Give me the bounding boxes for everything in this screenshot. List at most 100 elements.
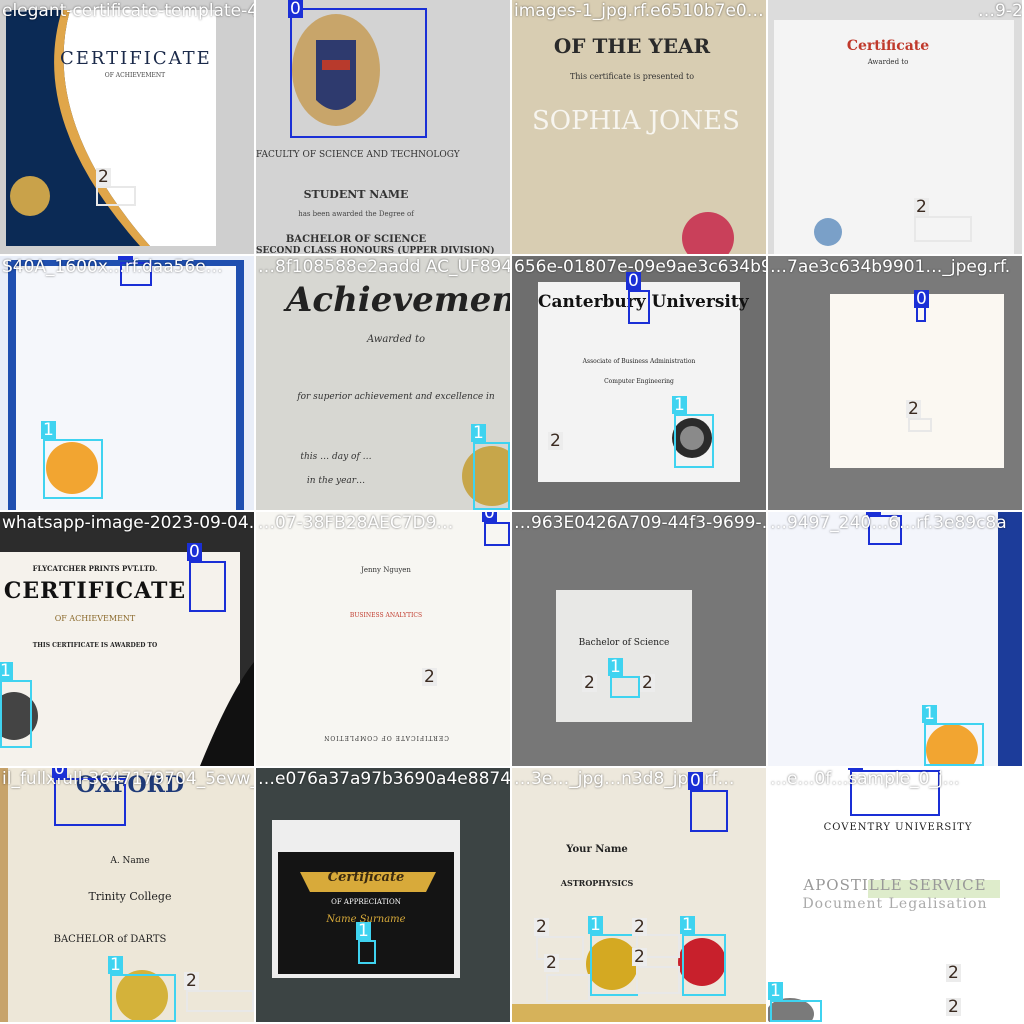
grid-tile-11[interactable]: Bachelor of Science …963E0426A709-44f3-9… [512, 512, 766, 766]
detection-box-class-0[interactable] [850, 770, 940, 816]
detection-label: 1 [588, 915, 603, 935]
detection-label: 0 [288, 0, 303, 19]
cert-faculty: FACULTY OF SCIENCE AND TECHNOLOGY [256, 150, 460, 160]
detection-label: 0 [118, 256, 133, 260]
cert-sub: Associate of Business Administration [582, 358, 696, 365]
detection-box-class-2[interactable] [636, 966, 680, 994]
detection-box-class-1[interactable] [590, 934, 638, 996]
grid-tile-13[interactable]: OXFORD A. Name Trinity College BACHELOR … [0, 768, 254, 1022]
detection-label: 2 [544, 953, 559, 973]
detection-box-class-1[interactable] [0, 680, 32, 748]
grid-tile-8[interactable]: …7ae3c634b9901…_jpeg.rf. 0 2 [768, 256, 1022, 510]
detection-box-class-0[interactable] [868, 515, 902, 545]
detection-box-class-1[interactable] [770, 1000, 822, 1022]
cert-sub: OF ACHIEVEMENT [54, 614, 136, 623]
detection-box-class-1[interactable] [43, 439, 103, 499]
detection-label: 1 [0, 661, 13, 681]
detection-label: 0 [866, 512, 881, 515]
detection-box-class-1[interactable] [358, 940, 376, 964]
tile-image [0, 256, 254, 510]
tile-filename: elegant-certificate-template-46f7a0ea8-4… [2, 1, 254, 21]
detection-box-class-0[interactable] [484, 522, 510, 546]
detection-box-class-0[interactable] [628, 290, 650, 324]
cert-line: CERTIFICATE OF COMPLETION [323, 734, 449, 741]
detection-box-class-0[interactable] [120, 262, 152, 286]
detection-box-class-2[interactable] [96, 186, 136, 206]
cert-line: in the year… [306, 476, 366, 486]
grid-tile-5[interactable]: S40A_1600x…rf.daa56e… 0 1 [0, 256, 254, 510]
cert-name: SOPHIA JONES [532, 106, 740, 136]
detection-box-class-2[interactable] [914, 216, 972, 242]
detection-box-class-1[interactable] [110, 974, 176, 1022]
tile-image [768, 256, 1022, 510]
detection-box-class-1[interactable] [924, 723, 984, 766]
grid-tile-6[interactable]: Achievement Awarded to for superior achi… [256, 256, 510, 510]
detection-box-class-2[interactable] [546, 974, 590, 1002]
cert-honours: SECOND CLASS HONOURS (UPPER DIVISION) [256, 246, 495, 254]
detection-label: 2 [946, 997, 961, 1017]
detection-box-class-0[interactable] [189, 561, 226, 612]
cert-name: Name Surname [326, 914, 406, 925]
tile-image [512, 256, 766, 510]
grid-tile-10[interactable]: Jenny Nguyen BUSINESS ANALYTICS CERTIFIC… [256, 512, 510, 766]
cert-line: Document Legalisation [802, 896, 988, 912]
grid-tile-1[interactable]: CERTIFICATE OF ACHIEVEMENT elegant-certi… [0, 0, 254, 254]
detection-box-class-1[interactable] [473, 442, 510, 510]
detection-label: 2 [96, 167, 111, 187]
detection-label: 0 [482, 512, 497, 522]
tile-filename: …e076a37a97b3690a4e88744… [258, 769, 510, 789]
detection-label: 2 [184, 971, 199, 991]
detection-label: 2 [548, 431, 563, 451]
cert-degree: BACHELOR OF SCIENCE [285, 234, 427, 245]
detection-box-class-2[interactable] [186, 990, 254, 1012]
detection-label: 2 [946, 963, 961, 983]
cert-heading: Jenny Nguyen [361, 566, 411, 574]
cert-sub: Awarded to [867, 58, 909, 66]
detection-label: 1 [608, 657, 623, 677]
detection-label: 2 [422, 667, 437, 687]
grid-tile-9[interactable]: FLYCATCHER PRINTS PVT.LTD. CERTIFICATE O… [0, 512, 254, 766]
detection-box-class-0[interactable] [54, 778, 126, 826]
tile-image [0, 0, 254, 254]
cert-heading: Certificate [846, 38, 930, 54]
tile-filename: …7ae3c634b9901…_jpeg.rf. [770, 257, 1011, 277]
detection-label: 0 [626, 271, 641, 291]
tile-filename: …9497_240…6…rf.3e89c8a [770, 513, 1007, 533]
detection-box-class-2[interactable] [908, 418, 932, 432]
tile-image [0, 768, 254, 1022]
tile-filename: …3e…_jpg…n3d8_jpg.rf… [514, 769, 735, 789]
grid-tile-3[interactable]: OF THE YEAR This certificate is presente… [512, 0, 766, 254]
detection-label: 1 [108, 955, 123, 975]
cert-sub: OF APPRECIATION [331, 898, 401, 906]
detection-label: 1 [768, 981, 783, 1001]
grid-tile-14[interactable]: Certificate OF APPRECIATION Name Surname… [256, 768, 510, 1022]
tile-filename: …07-38FB28AEC7D9… [258, 513, 454, 533]
cert-heading: CERTIFICATE [3, 578, 187, 604]
detection-box-class-1[interactable] [674, 414, 714, 468]
cert-sub: This certificate is presented to [569, 72, 695, 81]
cert-heading: Canterbury University [538, 292, 749, 312]
tile-filename: …963E0426A709-44f3-9699-… [514, 513, 766, 533]
cert-heading: CERTIFICATE [60, 48, 212, 69]
detection-box-class-2[interactable] [536, 936, 584, 960]
cert-line: Computer Engineering [604, 378, 674, 385]
tile-filename: whatsapp-image-2023-09-04… [2, 513, 254, 533]
detection-box-class-0[interactable] [290, 8, 427, 138]
tile-image [256, 768, 510, 1022]
grid-tile-12[interactable]: …9497_240…6…rf.3e89c8a 0 1 [768, 512, 1022, 766]
detection-box-class-1[interactable] [610, 676, 640, 698]
cert-heading: Bachelor of Science [578, 638, 670, 648]
tile-image [512, 768, 766, 1022]
cert-sub: Awarded to [366, 334, 425, 345]
tile-filename: …e…0f…sample_0_j… [770, 769, 960, 789]
detection-label: 1 [922, 704, 937, 724]
detection-box-class-0[interactable] [690, 790, 728, 832]
grid-tile-4[interactable]: Certificate Awarded to …9-20 2 [768, 0, 1022, 254]
detection-box-class-2[interactable] [636, 934, 680, 958]
grid-tile-15[interactable]: Your Name ASTROPHYSICS …3e…_jpg…n3d8_jpg… [512, 768, 766, 1022]
cert-sub: ASTROPHYSICS [560, 878, 634, 888]
detection-box-class-1[interactable] [682, 934, 726, 996]
grid-tile-7[interactable]: Canterbury University Associate of Busin… [512, 256, 766, 510]
grid-tile-2[interactable]: FACULTY OF SCIENCE AND TECHNOLOGY STUDEN… [256, 0, 510, 254]
grid-tile-16[interactable]: COVENTRY UNIVERSITY APOSTILLE SERVICE Do… [768, 768, 1022, 1022]
